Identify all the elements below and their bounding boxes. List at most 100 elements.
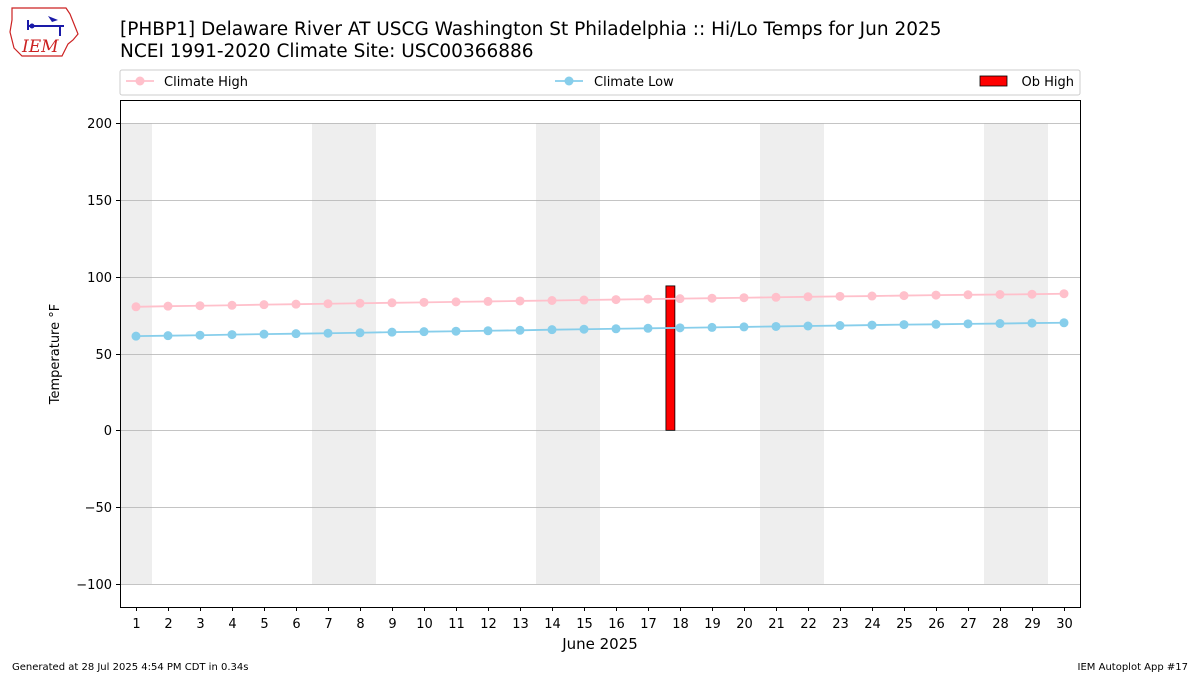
climate-high-point bbox=[1059, 289, 1069, 299]
climate-low-point bbox=[291, 329, 301, 339]
iem-logo[interactable]: IEM bbox=[9, 7, 79, 57]
climate-high-point bbox=[675, 294, 685, 304]
x-tick-label: 24 bbox=[864, 617, 881, 632]
climate-low-point bbox=[579, 324, 589, 334]
x-tick-label: 1 bbox=[132, 617, 140, 632]
climate-high-point bbox=[707, 293, 717, 303]
x-tick-label: 22 bbox=[800, 617, 817, 632]
x-tick-label: 17 bbox=[640, 617, 657, 632]
footer-generated-text: Generated at 28 Jul 2025 4:54 PM CDT in … bbox=[12, 662, 248, 673]
climate-high-point bbox=[323, 299, 333, 309]
x-tick-label: 6 bbox=[292, 617, 300, 632]
climate-low-point bbox=[1059, 318, 1069, 328]
climate-low-point bbox=[355, 328, 365, 338]
x-tick-label: 5 bbox=[260, 617, 268, 632]
x-axis-label: June 2025 bbox=[561, 635, 638, 653]
climate-low-point bbox=[1027, 318, 1037, 328]
chart-title-line2: NCEI 1991-2020 Climate Site: USC00366886 bbox=[120, 41, 534, 62]
legend-ob-high-label: Ob High bbox=[1022, 75, 1075, 90]
climate-high-point bbox=[931, 290, 941, 300]
logo-sensor-icon bbox=[29, 23, 35, 29]
x-tick-label: 7 bbox=[324, 617, 332, 632]
x-tick-label: 10 bbox=[416, 617, 433, 632]
climate-low-point bbox=[163, 331, 173, 341]
climate-high-point bbox=[515, 296, 525, 306]
climate-low-point bbox=[611, 324, 621, 334]
gridlines bbox=[120, 123, 1080, 585]
ob-high-bar bbox=[665, 285, 676, 431]
y-axis-ticks: −100 −50 0 50 100 150 200 bbox=[76, 117, 120, 593]
climate-low-point bbox=[195, 330, 205, 340]
x-tick-label: 14 bbox=[544, 617, 561, 632]
climate-low-point bbox=[643, 323, 653, 333]
climate-low-point bbox=[323, 328, 333, 338]
climate-low-point bbox=[899, 320, 909, 330]
climate-high-point bbox=[579, 295, 589, 305]
legend-climate-low-label: Climate Low bbox=[594, 75, 674, 90]
climate-high-point bbox=[355, 298, 365, 308]
plot-frame bbox=[120, 100, 1081, 608]
climate-low-point bbox=[419, 327, 429, 337]
legend-climate-high-label: Climate High bbox=[164, 75, 248, 90]
legend-box bbox=[119, 69, 1081, 96]
climate-high-point bbox=[163, 301, 173, 311]
x-tick-label: 27 bbox=[960, 617, 977, 632]
x-tick-label: 8 bbox=[356, 617, 364, 632]
climate-high-point bbox=[963, 290, 973, 300]
x-tick-label: 13 bbox=[512, 617, 529, 632]
climate-high-point bbox=[643, 294, 653, 304]
climate-low-point bbox=[387, 327, 397, 337]
climate-high-point bbox=[195, 301, 205, 311]
climate-high-point bbox=[995, 290, 1005, 300]
logo-text: IEM bbox=[21, 37, 59, 57]
legend-climate-low-marker bbox=[564, 76, 574, 86]
climate-high-point bbox=[291, 299, 301, 309]
logo-wind-icon bbox=[48, 16, 58, 22]
climate-high-point bbox=[835, 291, 845, 301]
y-tick-label: 100 bbox=[87, 271, 112, 286]
climate-high-line bbox=[135, 292, 1065, 308]
x-tick-label: 4 bbox=[228, 617, 236, 632]
climate-low-point bbox=[963, 319, 973, 329]
climate-high-point bbox=[227, 300, 237, 310]
x-tick-label: 23 bbox=[832, 617, 849, 632]
x-tick-label: 26 bbox=[928, 617, 945, 632]
climate-low-point bbox=[803, 321, 813, 331]
climate-low-point bbox=[547, 325, 557, 335]
climate-lines bbox=[131, 289, 1069, 341]
climate-high-point bbox=[899, 291, 909, 301]
legend: Climate High Climate Low Ob High bbox=[119, 69, 1081, 96]
climate-high-point bbox=[419, 297, 429, 307]
climate-low-point bbox=[451, 326, 461, 336]
climate-high-point bbox=[1027, 289, 1037, 299]
x-tick-label: 28 bbox=[992, 617, 1009, 632]
climate-high-point bbox=[259, 300, 269, 310]
climate-high-point bbox=[771, 292, 781, 302]
climate-high-point bbox=[547, 295, 557, 305]
legend-climate-high-marker bbox=[135, 76, 145, 86]
ob-high-bars bbox=[665, 285, 676, 431]
x-tick-label: 29 bbox=[1024, 617, 1041, 632]
y-axis-label: Temperature °F bbox=[48, 304, 63, 405]
climate-low-point bbox=[131, 331, 141, 341]
x-tick-label: 3 bbox=[196, 617, 204, 632]
x-tick-label: 16 bbox=[608, 617, 625, 632]
chart-title-line1: [PHBP1] Delaware River AT USCG Washingto… bbox=[120, 19, 942, 40]
x-axis-ticks: 1 2 3 4 5 6 7 8 9 10 11 12 13 14 15 16 17 18 19 20 21 22 23 24 2… bbox=[132, 607, 1073, 632]
climate-low-point bbox=[771, 321, 781, 331]
climate-low-point bbox=[867, 320, 877, 330]
climate-low-point bbox=[483, 326, 493, 336]
climate-high-point bbox=[803, 292, 813, 302]
climate-high-point bbox=[739, 293, 749, 303]
climate-low-point bbox=[931, 319, 941, 329]
x-tick-label: 19 bbox=[704, 617, 721, 632]
climate-high-point bbox=[483, 296, 493, 306]
x-tick-label: 20 bbox=[736, 617, 753, 632]
x-tick-label: 9 bbox=[388, 617, 396, 632]
y-tick-label: 150 bbox=[87, 194, 112, 209]
climate-high-point bbox=[611, 295, 621, 305]
weekend-band bbox=[760, 123, 824, 584]
climate-low-point bbox=[515, 325, 525, 335]
climate-low-point bbox=[835, 321, 845, 331]
